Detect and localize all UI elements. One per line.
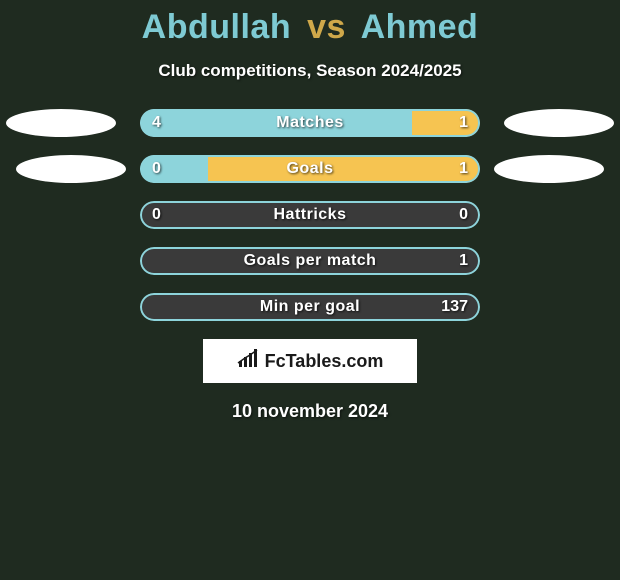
comparison-infographic: Abdullah vs Ahmed Club competitions, Sea…: [0, 0, 620, 580]
stat-label: Goals: [140, 155, 480, 183]
stat-label: Matches: [140, 109, 480, 137]
stat-row: 0Goals1: [140, 155, 480, 183]
branding-text: FcTables.com: [265, 351, 384, 372]
stat-value-right: 1: [459, 109, 468, 137]
stat-row: Goals per match1: [140, 247, 480, 275]
stat-row: 0Hattricks0: [140, 201, 480, 229]
stat-value-right: 137: [441, 293, 468, 321]
decorative-ellipse: [6, 109, 116, 137]
stats-area: 4Matches10Goals10Hattricks0Goals per mat…: [0, 109, 620, 321]
stat-row: 4Matches1: [140, 109, 480, 137]
decorative-ellipse: [494, 155, 604, 183]
date-label: 10 november 2024: [0, 401, 620, 422]
vs-label: vs: [307, 8, 346, 46]
stat-label: Min per goal: [140, 293, 480, 321]
decorative-ellipse: [16, 155, 126, 183]
stat-label: Hattricks: [140, 201, 480, 229]
stat-value-right: 1: [459, 247, 468, 275]
stat-value-right: 0: [459, 201, 468, 229]
stat-row: Min per goal137: [140, 293, 480, 321]
subtitle: Club competitions, Season 2024/2025: [0, 61, 620, 81]
bar-chart-icon: [237, 349, 261, 374]
stat-value-right: 1: [459, 155, 468, 183]
decorative-ellipse: [504, 109, 614, 137]
player2-name: Ahmed: [361, 8, 479, 46]
player1-name: Abdullah: [142, 8, 291, 46]
stat-label: Goals per match: [140, 247, 480, 275]
branding-badge: FcTables.com: [203, 339, 417, 383]
page-title: Abdullah vs Ahmed: [0, 0, 620, 47]
